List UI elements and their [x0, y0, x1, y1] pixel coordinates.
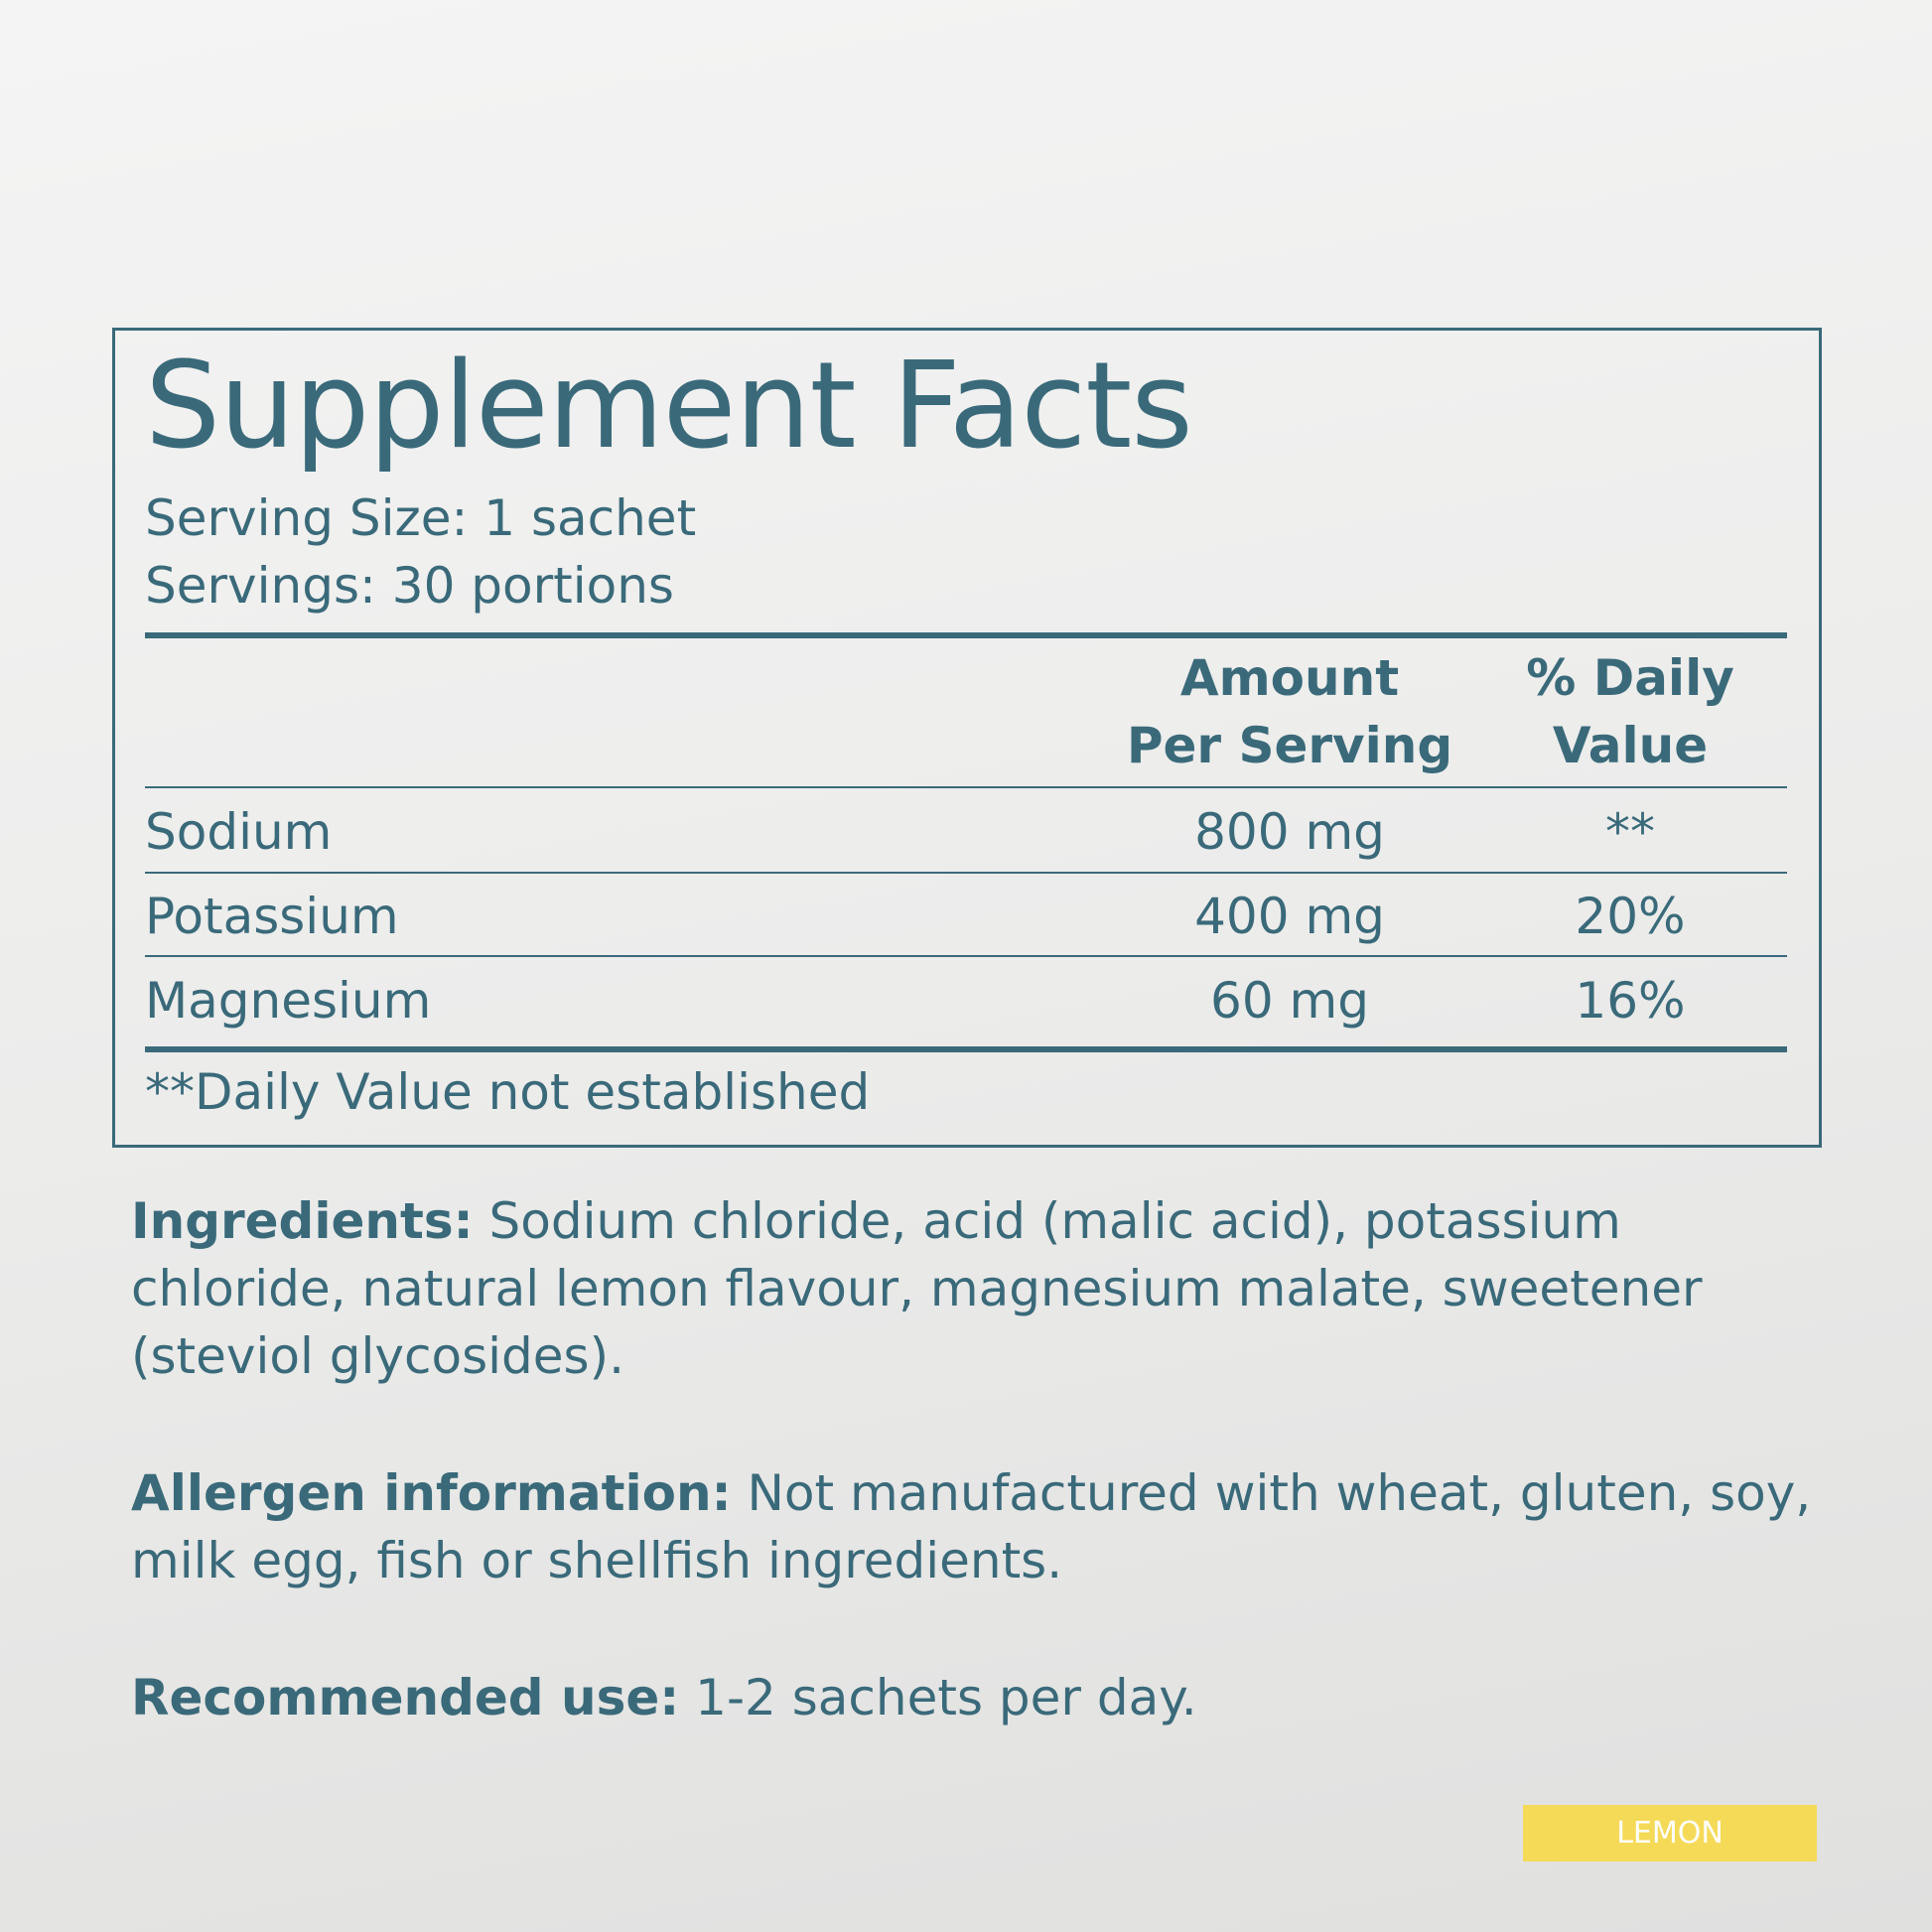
ingredients: Ingredients: Sodium chloride, acid (mali…: [131, 1187, 1819, 1390]
divider: [145, 872, 1787, 874]
dv-header-line1: % Daily: [1526, 649, 1734, 707]
nutrient-dv: 20%: [1575, 888, 1686, 945]
allergen-label: Allergen information:: [131, 1464, 732, 1522]
recommended-use: Recommended use: 1-2 sachets per day.: [131, 1664, 1819, 1731]
supplement-facts-panel: [112, 328, 1822, 1148]
flavor-badge: LEMON: [1523, 1805, 1817, 1862]
nutrient-amount: 60 mg: [1210, 972, 1369, 1030]
nutrient-amount: 800 mg: [1194, 803, 1385, 861]
panel-title: Supplement Facts: [145, 338, 1193, 476]
amount-header-line1: Amount: [1179, 649, 1400, 707]
recommended-label: Recommended use:: [131, 1669, 680, 1726]
allergen-text: Not manufactured with wheat, gluten, soy…: [131, 1464, 1812, 1589]
nutrient-amount: 400 mg: [1194, 888, 1385, 945]
thick-divider: [145, 632, 1787, 638]
nutrient-name: Magnesium: [145, 972, 432, 1030]
serving-size: Serving Size: 1 sachet: [145, 489, 697, 547]
divider: [145, 955, 1787, 957]
recommended-text: 1-2 sachets per day.: [679, 1669, 1197, 1726]
dv-header-line2: Value: [1552, 717, 1709, 774]
nutrient-dv: **: [1605, 803, 1655, 861]
ingredients-text: Sodium chloride, acid (malic acid), pota…: [131, 1192, 1703, 1385]
footnote: **Daily Value not established: [145, 1063, 871, 1121]
thick-divider: [145, 1046, 1787, 1052]
divider: [145, 786, 1787, 788]
ingredients-label: Ingredients:: [131, 1192, 474, 1250]
amount-header-line2: Per Serving: [1126, 717, 1453, 774]
nutrient-dv: 16%: [1575, 972, 1686, 1030]
servings-per-container: Servings: 30 portions: [145, 557, 674, 615]
nutrient-name: Potassium: [145, 888, 399, 945]
allergen-info: Allergen information: Not manufactured w…: [131, 1459, 1819, 1594]
nutrient-name: Sodium: [145, 803, 333, 861]
